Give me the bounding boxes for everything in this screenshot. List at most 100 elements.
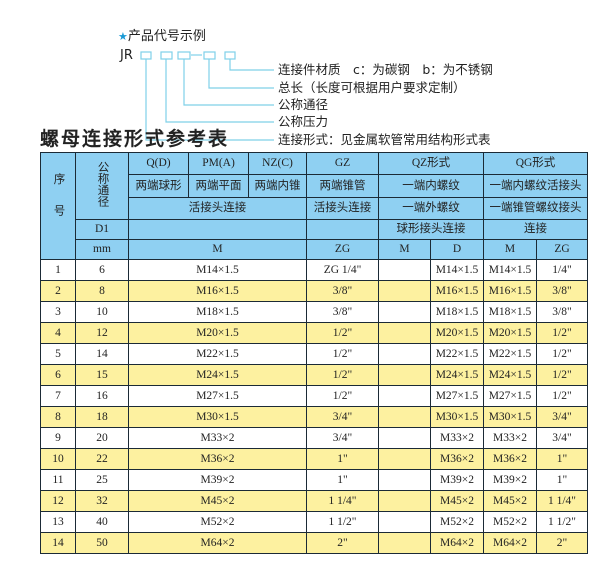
- table-row: 3 10 M18×1.5 3/8" M18×1.5 M18×1.5 3/8": [40, 301, 588, 323]
- cell-seq: 12: [40, 490, 76, 512]
- header-qg-taper: 一端锥管螺纹接头: [483, 197, 588, 220]
- cell-nominal: 10: [75, 301, 129, 323]
- cell-nominal: 40: [75, 511, 129, 533]
- leader-line-2: [208, 59, 274, 89]
- table-row: 5 14 M22×1.5 1/2" M22×1.5 M22×1.5 1/2": [40, 343, 588, 365]
- cell-m: M18×1.5: [128, 301, 307, 323]
- cell-seq: 9: [40, 427, 76, 449]
- cell-qg-m: M36×2: [483, 448, 537, 470]
- cell-qz-d: M16×1.5: [430, 280, 484, 302]
- cell-m: M14×1.5: [128, 259, 307, 281]
- cell-qg-m: M24×1.5: [483, 364, 537, 386]
- cell-qz-m: [378, 385, 431, 407]
- cell-qz-m: [378, 301, 431, 323]
- cell-qg-m: M52×2: [483, 511, 537, 533]
- cell-qz-m: [378, 364, 431, 386]
- cell-zg: 1/2": [306, 343, 379, 365]
- cell-nominal: 6: [75, 259, 129, 281]
- header-blank-gz: [306, 219, 379, 240]
- cell-m: M64×2: [128, 532, 307, 554]
- cell-m: M39×2: [128, 469, 307, 491]
- table-row: 13 40 M52×2 1 1/2" M52×2 M52×2 1 1/2": [40, 511, 588, 533]
- header-gz-union: 活接头连接: [306, 197, 379, 220]
- cell-qz-d: M52×2: [430, 511, 484, 533]
- code-box-3: [177, 51, 191, 60]
- table-row: 2 8 M16×1.5 3/8" M16×1.5 M16×1.5 3/8": [40, 280, 588, 302]
- cell-m: M24×1.5: [128, 364, 307, 386]
- cell-qg-m: M64×2: [483, 532, 537, 554]
- header-qz-d: D: [430, 239, 484, 260]
- header-qz-external: 一端外螺纹: [378, 197, 484, 220]
- cell-qg-zg: 3/8": [536, 280, 588, 302]
- cell-qg-m: M27×1.5: [483, 385, 537, 407]
- header-blank: [128, 219, 307, 240]
- cell-qz-d: M33×2: [430, 427, 484, 449]
- cell-qg-zg: 1/4": [536, 259, 588, 281]
- cell-qz-d: M45×2: [430, 490, 484, 512]
- header-pm-desc: 两端平面: [188, 174, 249, 198]
- header-gz-desc: 两端锥管: [306, 174, 379, 198]
- cell-qg-zg: 1/2": [536, 385, 588, 407]
- header-seq-text: 序号: [52, 172, 65, 236]
- cell-qz-d: M39×2: [430, 469, 484, 491]
- cell-m: M36×2: [128, 448, 307, 470]
- header-qz-m: M: [378, 239, 431, 260]
- cell-qg-m: M22×1.5: [483, 343, 537, 365]
- header-m: M: [128, 239, 307, 260]
- cell-qz-m: [378, 259, 431, 281]
- cell-qz-m: [378, 532, 431, 554]
- cell-zg: 3/4": [306, 406, 379, 428]
- cell-nominal: 20: [75, 427, 129, 449]
- label-nominal-diameter: 公称通径: [278, 97, 329, 112]
- label-material: 连接件材质 c：为碳钢 b：为不锈钢: [278, 62, 493, 77]
- header-nominal: 公称通径: [75, 152, 129, 220]
- cell-m: M27×1.5: [128, 385, 307, 407]
- label-connection-form: 连接形式：见金属软管常用结构形式表: [278, 132, 491, 147]
- cell-seq: 10: [40, 448, 76, 470]
- star-icon: ★: [118, 30, 128, 43]
- cell-seq: 2: [40, 280, 76, 302]
- cell-m: M30×1.5: [128, 406, 307, 428]
- cell-zg: ZG 1/4": [306, 259, 379, 281]
- code-box-4: [203, 51, 216, 60]
- cell-zg: 1": [306, 469, 379, 491]
- cell-qz-d: M64×2: [430, 532, 484, 554]
- cell-qg-zg: 3/4": [536, 427, 588, 449]
- cell-nominal: 14: [75, 343, 129, 365]
- cell-nominal: 32: [75, 490, 129, 512]
- cell-seq: 13: [40, 511, 76, 533]
- code-box-2: [160, 51, 173, 60]
- cell-qz-d: M24×1.5: [430, 364, 484, 386]
- cell-qg-zg: 1/2": [536, 322, 588, 344]
- cell-qg-zg: 3/4": [536, 406, 588, 428]
- leader-line-5: [145, 59, 274, 141]
- cell-nominal: 25: [75, 469, 129, 491]
- header-mm: mm: [75, 239, 129, 260]
- cell-seq: 6: [40, 364, 76, 386]
- nut-connection-table: 序号 公称通径 Q(D) PM(A) NZ(C) GZ QZ形式 QG形式 两端…: [40, 152, 588, 554]
- header-zg: ZG: [306, 239, 379, 260]
- cell-seq: 3: [40, 301, 76, 323]
- cell-qg-m: M18×1.5: [483, 301, 537, 323]
- cell-qz-m: [378, 322, 431, 344]
- cell-qz-m: [378, 406, 431, 428]
- cell-qg-m: M45×2: [483, 490, 537, 512]
- code-box-1: [140, 51, 152, 60]
- cell-m: M16×1.5: [128, 280, 307, 302]
- cell-m: M52×2: [128, 511, 307, 533]
- cell-qg-m: M30×1.5: [483, 406, 537, 428]
- cell-qz-m: [378, 343, 431, 365]
- cell-zg: 1 1/4": [306, 490, 379, 512]
- leader-line-1: [229, 59, 274, 71]
- cell-seq: 7: [40, 385, 76, 407]
- cell-qg-zg: 3/8": [536, 301, 588, 323]
- cell-m: M20×1.5: [128, 322, 307, 344]
- table-row: 8 18 M30×1.5 3/4" M30×1.5 M30×1.5 3/4": [40, 406, 588, 428]
- header-qg-desc: 一端内螺纹活接头: [483, 174, 588, 198]
- cell-qz-m: [378, 490, 431, 512]
- cell-seq: 5: [40, 343, 76, 365]
- cell-qz-d: M20×1.5: [430, 322, 484, 344]
- table-title: 螺母连接形式参考表: [40, 128, 230, 150]
- header-qz-desc: 一端内螺纹: [378, 174, 484, 198]
- cell-qg-zg: 1": [536, 469, 588, 491]
